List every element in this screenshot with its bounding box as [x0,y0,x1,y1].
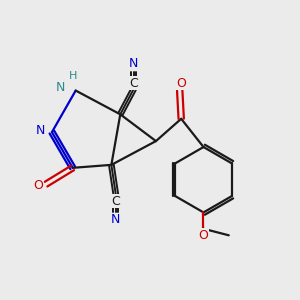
Text: O: O [34,179,44,192]
Text: N: N [129,57,138,70]
Text: H: H [68,71,77,81]
Text: C: C [111,195,120,208]
Text: N: N [111,213,121,226]
Text: N: N [36,124,45,137]
Text: N: N [56,81,65,94]
Text: O: O [199,229,208,242]
Text: O: O [176,76,186,90]
Text: C: C [129,76,138,90]
